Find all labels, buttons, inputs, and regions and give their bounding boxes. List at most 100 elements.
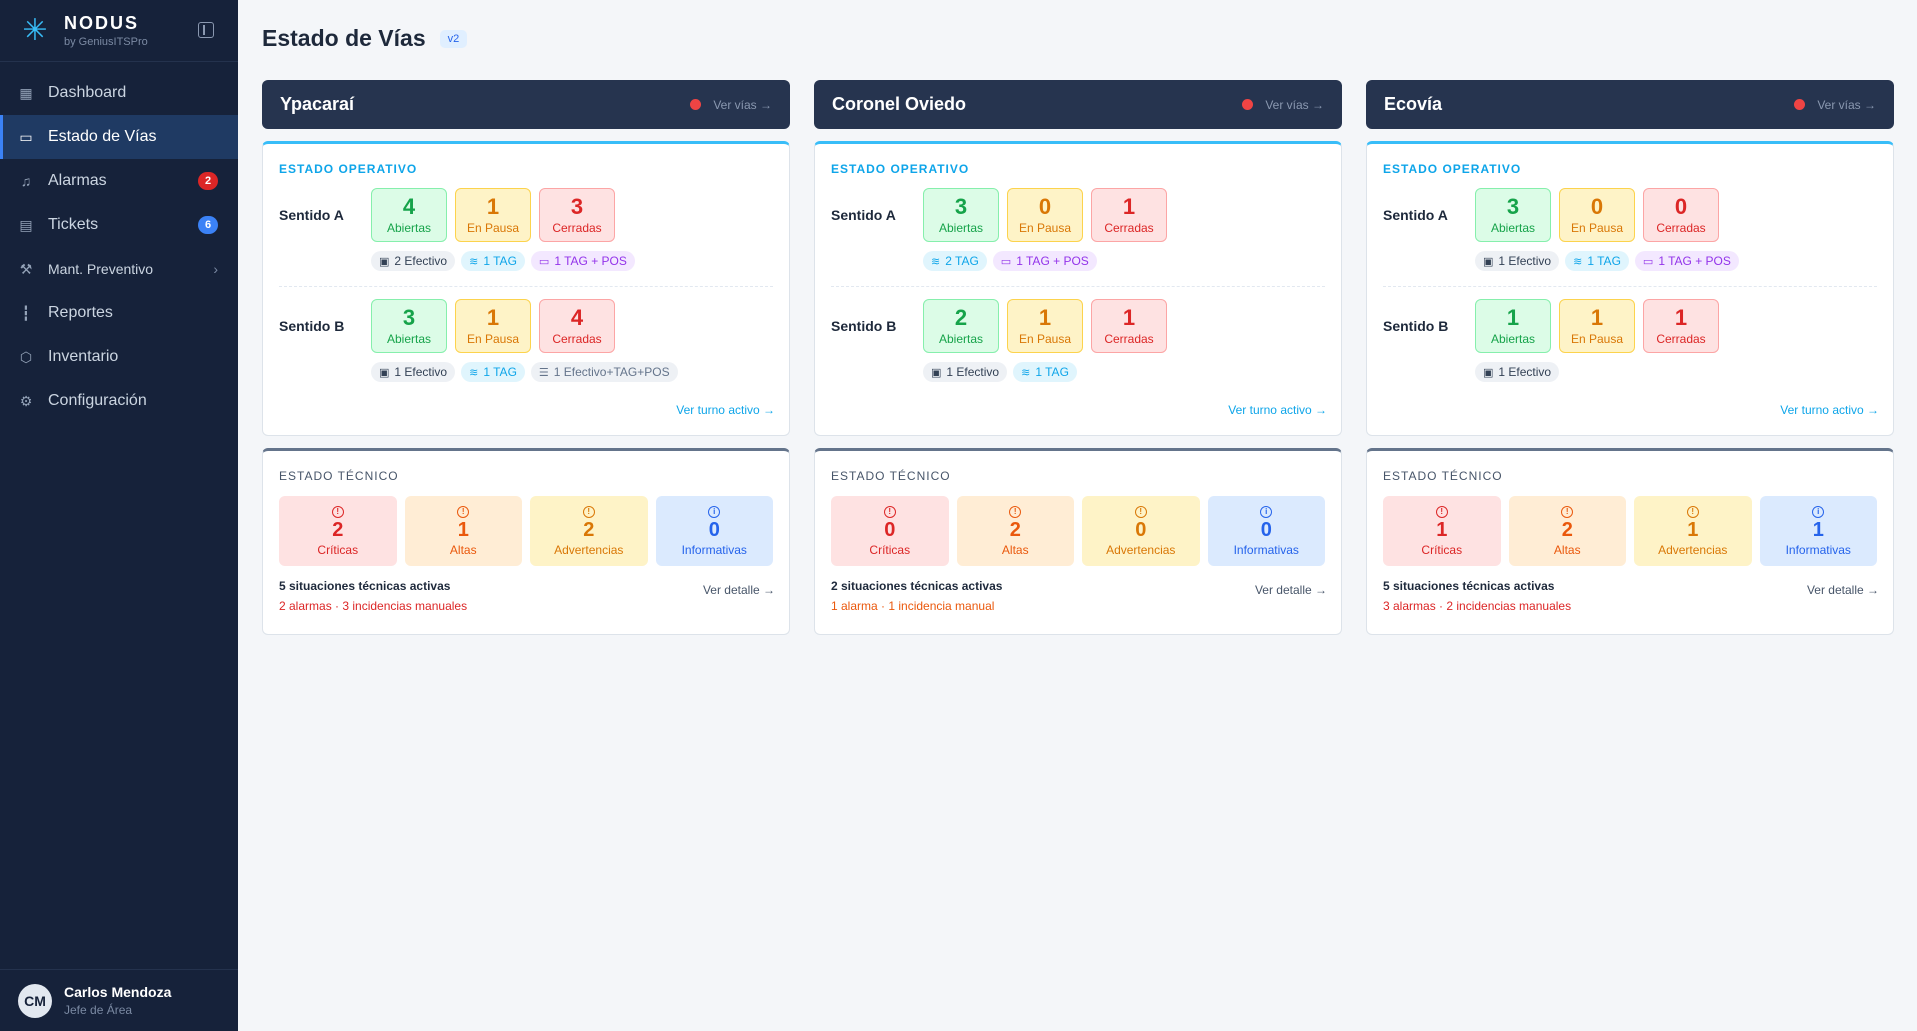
cerradas-stat[interactable]: 0 Cerradas <box>1643 188 1719 242</box>
stat-label: En Pausa <box>1570 332 1624 346</box>
stat-value: 0 <box>884 518 896 541</box>
status-dot-icon <box>1242 99 1254 110</box>
ver-vias-link[interactable]: Ver vías → <box>1817 97 1876 112</box>
sidebar-item-dashboard[interactable]: ▦ Dashboard <box>0 71 238 115</box>
ver-detalle-link[interactable]: Ver detalle → <box>702 583 775 597</box>
estado-operativo-card: ESTADO OPERATIVO Sentido A 3 Abiertas 0 En… <box>814 141 1342 436</box>
ver-turno-activo-link[interactable]: Ver turno activo → <box>1780 403 1879 417</box>
sidebar-item-inventario[interactable]: ⬡ Inventario <box>0 335 238 379</box>
stat-value: 1 <box>1436 518 1448 541</box>
chip-label: 1 Efectivo <box>1498 365 1552 379</box>
status-dot-icon <box>690 99 702 110</box>
site-column-ecovia: Ecovía Ver vías → ESTADO OPERATIVO Senti… <box>1366 80 1894 635</box>
criticas-stat[interactable]: ! 0 Críticas <box>831 496 949 566</box>
en-pausa-stat[interactable]: 1 En Pausa <box>1007 299 1083 353</box>
avatar: CM <box>18 983 52 1018</box>
altas-stat[interactable]: ! 1 Altas <box>404 496 522 566</box>
stat-value: 4 <box>402 194 416 219</box>
chip-label: 1 Efectivo <box>946 365 1000 379</box>
abiertas-stat[interactable]: 4 Abiertas <box>371 188 447 242</box>
advertencias-stat[interactable]: ! 2 Advertencias <box>530 496 648 566</box>
stat-label: Cerradas <box>1656 221 1706 235</box>
ver-vias-link[interactable]: Ver vías → <box>1265 97 1324 112</box>
layers-icon: ☰ <box>538 366 549 379</box>
chip-label: 1 TAG + POS <box>554 254 627 268</box>
cash-icon: ▣ <box>1483 255 1494 268</box>
sidebar-item-tickets[interactable]: ▤ Tickets 6 <box>0 203 238 247</box>
stat-value: 1 <box>486 305 500 330</box>
estado-tecnico-card: ESTADO TÉCNICO ! 1 Críticas ! 2 Altas ! 1 Adve… <box>1366 448 1894 635</box>
info-circle-icon: i <box>1812 505 1825 518</box>
cash-icon: ▣ <box>931 366 942 379</box>
informativas-stat[interactable]: i 0 Informativas <box>1207 496 1325 566</box>
advertencias-stat[interactable]: ! 1 Advertencias <box>1634 496 1752 566</box>
stat-value: 0 <box>1674 194 1688 219</box>
user-profile[interactable]: CM Carlos Mendoza Jefe de Área <box>0 969 238 1031</box>
en-pausa-stat[interactable]: 1 En Pausa <box>455 299 531 353</box>
en-pausa-stat[interactable]: 1 En Pausa <box>1559 299 1635 353</box>
alert-circle-icon: ! <box>1561 505 1574 518</box>
collapse-sidebar-icon[interactable] <box>198 22 214 38</box>
ver-turno-activo-link[interactable]: Ver turno activo → <box>676 403 775 417</box>
cerradas-stat[interactable]: 1 Cerradas <box>1643 299 1719 353</box>
stat-value: 2 <box>954 305 968 330</box>
sidebar-item-alarmas[interactable]: ♫ Alarmas 2 <box>0 159 238 203</box>
stat-value: 2 <box>332 518 344 541</box>
abiertas-stat[interactable]: 3 Abiertas <box>371 299 447 353</box>
informativas-stat[interactable]: i 1 Informativas <box>1759 496 1877 566</box>
altas-stat[interactable]: ! 2 Altas <box>1508 496 1626 566</box>
cerradas-stat[interactable]: 3 Cerradas <box>539 188 615 242</box>
site-header: Ecovía Ver vías → <box>1366 80 1894 129</box>
sentido-label: Sentido B <box>279 318 345 334</box>
altas-stat[interactable]: ! 2 Altas <box>956 496 1074 566</box>
wifi-icon: ≋ <box>469 255 479 268</box>
criticas-stat[interactable]: ! 2 Críticas <box>279 496 397 566</box>
abiertas-stat[interactable]: 3 Abiertas <box>923 188 999 242</box>
stat-value: 0 <box>1038 194 1052 219</box>
sidebar-item-configuracion[interactable]: ⚙ Configuración <box>0 379 238 423</box>
chip-efectivo: ▣ 1 Efectivo <box>923 362 1008 382</box>
abiertas-stat[interactable]: 3 Abiertas <box>1475 188 1551 242</box>
advertencias-stat[interactable]: ! 0 Advertencias <box>1082 496 1200 566</box>
stat-value: 3 <box>570 194 584 219</box>
stat-label: Abiertas <box>386 332 432 346</box>
en-pausa-stat[interactable]: 0 En Pausa <box>1559 188 1635 242</box>
stat-label: Advertencias <box>554 542 624 557</box>
sentido-label: Sentido A <box>279 207 344 223</box>
card-title: ESTADO TÉCNICO <box>831 469 951 483</box>
stat-label: Altas <box>449 542 477 557</box>
informativas-stat[interactable]: i 0 Informativas <box>655 496 773 566</box>
cerradas-stat[interactable]: 4 Cerradas <box>539 299 615 353</box>
chip-label: 2 TAG <box>945 254 979 268</box>
stat-value: 1 <box>1122 305 1136 330</box>
sentido-label: Sentido A <box>1383 207 1448 223</box>
cerradas-stat[interactable]: 1 Cerradas <box>1091 299 1167 353</box>
stat-label: Advertencias <box>1658 542 1728 557</box>
brand-subtitle: by GeniusITSPro <box>64 36 148 48</box>
status-dot-icon <box>1794 99 1806 110</box>
nodus-logo-icon: ✳ <box>22 13 48 47</box>
ver-detalle-link[interactable]: Ver detalle → <box>1254 583 1327 597</box>
cerradas-stat[interactable]: 1 Cerradas <box>1091 188 1167 242</box>
ver-turno-activo-link[interactable]: Ver turno activo → <box>1228 403 1327 417</box>
abiertas-stat[interactable]: 1 Abiertas <box>1475 299 1551 353</box>
estado-tecnico-card: ESTADO TÉCNICO ! 2 Críticas ! 1 Altas ! 2 Adve… <box>262 448 790 635</box>
stat-value: 1 <box>457 518 469 541</box>
ver-vias-link[interactable]: Ver vías → <box>713 97 772 112</box>
ver-detalle-link[interactable]: Ver detalle → <box>1806 583 1879 597</box>
sidebar-item-estado-de-vias[interactable]: ▭ Estado de Vías <box>0 115 238 159</box>
alert-circle-icon: ! <box>1009 505 1022 518</box>
criticas-stat[interactable]: ! 1 Críticas <box>1383 496 1501 566</box>
sidebar-item-reportes[interactable]: ┇ Reportes <box>0 291 238 335</box>
chevron-right-icon: › <box>213 261 218 277</box>
lane-type-chips: ≋ 2 TAG ▭ 1 TAG + POS <box>923 251 1325 271</box>
en-pausa-stat[interactable]: 1 En Pausa <box>455 188 531 242</box>
sentido-a-row: Sentido A 3 Abiertas 0 En Pausa 1 Cerradas <box>831 188 1325 242</box>
sidebar-item-mant-preventivo[interactable]: ⚒ Mant. Preventivo › <box>0 247 238 291</box>
sidebar-item-label: Inventario <box>48 348 119 365</box>
tickets-count-badge: 6 <box>198 216 218 234</box>
en-pausa-stat[interactable]: 0 En Pausa <box>1007 188 1083 242</box>
stat-label: En Pausa <box>1570 221 1624 235</box>
alert-circle-icon: ! <box>1686 505 1699 518</box>
abiertas-stat[interactable]: 2 Abiertas <box>923 299 999 353</box>
